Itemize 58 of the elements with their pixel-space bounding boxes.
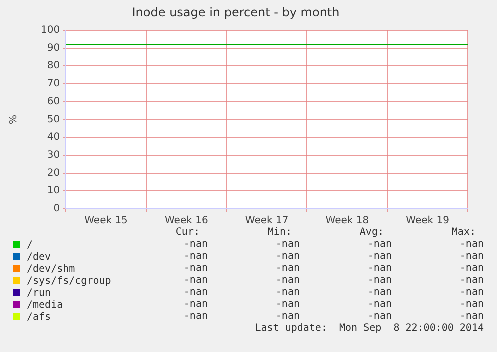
x-tick-label: Week 18 <box>326 216 370 227</box>
text: Cur: <box>174 227 201 239</box>
text: Last update: Mon Sep 8 22:00:00 2014 <box>254 323 484 334</box>
text: -nan <box>458 287 484 299</box>
y-tick-label: 60 <box>47 96 60 108</box>
y-tick-label: 80 <box>47 60 60 72</box>
text: -nan <box>182 287 208 299</box>
text: -nan <box>366 311 392 323</box>
y-tick-label: 50 <box>47 114 60 126</box>
legend-label: /media <box>26 300 64 312</box>
chart-title: Inode usage in percent - by month <box>132 5 340 20</box>
legend-label: /dev/shm <box>26 264 76 276</box>
text: -nan <box>182 311 208 323</box>
text: -nan <box>458 239 484 251</box>
x-tick-label: Week 19 <box>406 216 450 227</box>
text: -nan <box>366 299 392 311</box>
y-tick-label: 90 <box>47 42 60 54</box>
text: -nan <box>458 311 484 323</box>
text: -nan <box>274 251 300 263</box>
text: -nan <box>182 251 208 263</box>
text: -nan <box>182 275 208 287</box>
x-tick-label: Week 17 <box>245 216 289 227</box>
y-tick-label: 70 <box>47 78 60 90</box>
y-tick-label: 20 <box>47 168 60 179</box>
y-tick-label: 30 <box>47 150 60 162</box>
text: -nan <box>182 263 208 275</box>
legend-label: /sys/fs/cgroup <box>26 276 112 288</box>
text: -nan <box>274 287 300 299</box>
y-tick-label: 0 <box>54 204 60 215</box>
text: -nan <box>274 275 300 287</box>
text: -nan <box>182 299 208 311</box>
text: Avg: <box>358 227 385 239</box>
x-tick-label: Week 15 <box>84 216 128 227</box>
legend-label: /dev <box>26 252 52 264</box>
text: -nan <box>366 239 392 251</box>
text: -nan <box>274 299 300 311</box>
text: Min: <box>266 227 293 239</box>
text: Max: <box>450 227 477 239</box>
text: -nan <box>182 239 208 251</box>
text: -nan <box>366 275 392 287</box>
text: -nan <box>274 239 300 251</box>
text: -nan <box>458 299 484 311</box>
legend-label: /run <box>26 288 52 300</box>
text: -nan <box>274 263 300 275</box>
legend-label: /afs <box>26 312 52 324</box>
text: -nan <box>366 251 392 263</box>
text: -nan <box>458 263 484 275</box>
text: -nan <box>366 263 392 275</box>
x-tick-label: Week 16 <box>165 216 208 227</box>
text: -nan <box>458 251 484 263</box>
y-axis-title: % <box>8 114 20 124</box>
y-tick-label: 40 <box>47 132 60 144</box>
legend-label: / <box>26 240 34 252</box>
text: -nan <box>274 311 300 323</box>
y-tick-label: 10 <box>47 186 60 197</box>
text: -nan <box>458 275 484 287</box>
y-tick-label: 100 <box>40 24 60 36</box>
text: -nan <box>366 287 392 299</box>
